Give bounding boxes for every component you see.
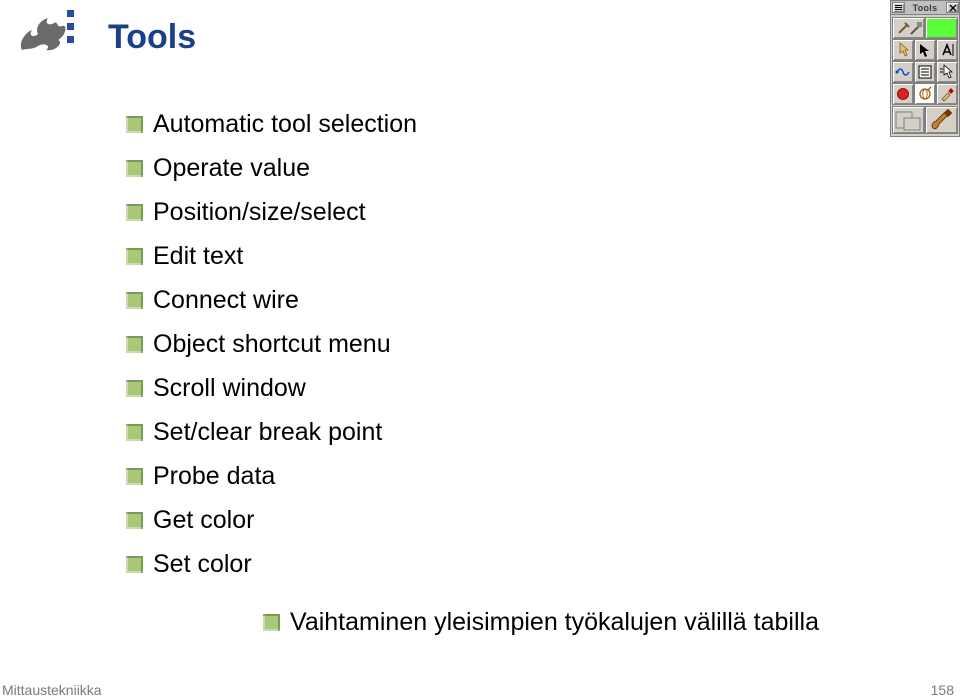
bullet-icon — [126, 336, 143, 353]
bullet-text: Scroll window — [153, 374, 306, 403]
page-title: Tools — [108, 18, 196, 57]
bullet-text: Connect wire — [153, 286, 299, 315]
palette-title: Tools — [905, 3, 945, 13]
logo-dot-icon — [67, 36, 74, 43]
palette-titlebar[interactable]: Tools — [890, 0, 960, 15]
probe-icon[interactable] — [914, 83, 936, 105]
bottom-note-text: Vaihtaminen yleisimpien työkalujen välil… — [290, 608, 819, 637]
bullet-icon — [126, 160, 143, 177]
get-color-icon[interactable] — [936, 83, 958, 105]
list-item: Operate value — [126, 154, 417, 183]
edit-text-icon[interactable] — [936, 39, 958, 61]
bullet-text: Probe data — [153, 462, 275, 491]
list-item: Object shortcut menu — [126, 330, 417, 359]
list-item: Edit text — [126, 242, 417, 271]
bullet-text: Operate value — [153, 154, 310, 183]
bullet-text: Set/clear break point — [153, 418, 382, 447]
list-item: Scroll window — [126, 374, 417, 403]
led-icon[interactable] — [925, 17, 958, 39]
bullet-icon — [126, 116, 143, 133]
bullet-text: Position/size/select — [153, 198, 366, 227]
bullet-text: Set color — [153, 550, 252, 579]
auto-tool-icon[interactable] — [892, 17, 925, 39]
color-swatch-icon[interactable] — [892, 106, 925, 134]
breakpoint-icon[interactable] — [892, 83, 914, 105]
set-color-icon[interactable] — [925, 106, 958, 134]
bullet-icon — [126, 204, 143, 221]
slide: Tools Automatic tool selection Operate v… — [0, 0, 960, 700]
logo-dot-icon — [67, 10, 74, 17]
bullet-icon — [126, 556, 143, 573]
bullet-text: Edit text — [153, 242, 243, 271]
footer-left: Mittaustekniikka — [2, 682, 102, 698]
list-item: Connect wire — [126, 286, 417, 315]
footer-right: 158 — [931, 682, 954, 698]
close-icon[interactable] — [946, 2, 959, 13]
bottom-note: Vaihtaminen yleisimpien työkalujen välil… — [263, 608, 819, 637]
list-item: Probe data — [126, 462, 417, 491]
list-item: Automatic tool selection — [126, 110, 417, 139]
bullet-icon — [126, 468, 143, 485]
bullet-icon — [126, 248, 143, 265]
palette-menu-icon[interactable] — [892, 2, 905, 13]
logo-dot-icon — [67, 23, 74, 30]
scroll-icon[interactable] — [936, 61, 958, 83]
logo — [18, 10, 80, 60]
bullet-icon — [126, 292, 143, 309]
bullet-text: Get color — [153, 506, 254, 535]
bullet-icon — [126, 380, 143, 397]
list-item: Get color — [126, 506, 417, 535]
flame-icon — [18, 12, 70, 61]
operate-icon[interactable] — [892, 39, 914, 61]
list-item: Set/clear break point — [126, 418, 417, 447]
wire-icon[interactable] — [892, 61, 914, 83]
bullet-icon — [126, 512, 143, 529]
tools-palette[interactable]: Tools — [890, 0, 960, 137]
arrow-icon[interactable] — [914, 39, 936, 61]
bullet-text: Automatic tool selection — [153, 110, 417, 139]
bullet-icon — [263, 614, 280, 631]
bullet-icon — [126, 424, 143, 441]
bullet-text: Object shortcut menu — [153, 330, 391, 359]
list-item: Position/size/select — [126, 198, 417, 227]
bullet-list: Automatic tool selection Operate value P… — [126, 110, 417, 594]
shortcut-menu-icon[interactable] — [914, 61, 936, 83]
list-item: Set color — [126, 550, 417, 579]
palette-body — [890, 15, 960, 137]
